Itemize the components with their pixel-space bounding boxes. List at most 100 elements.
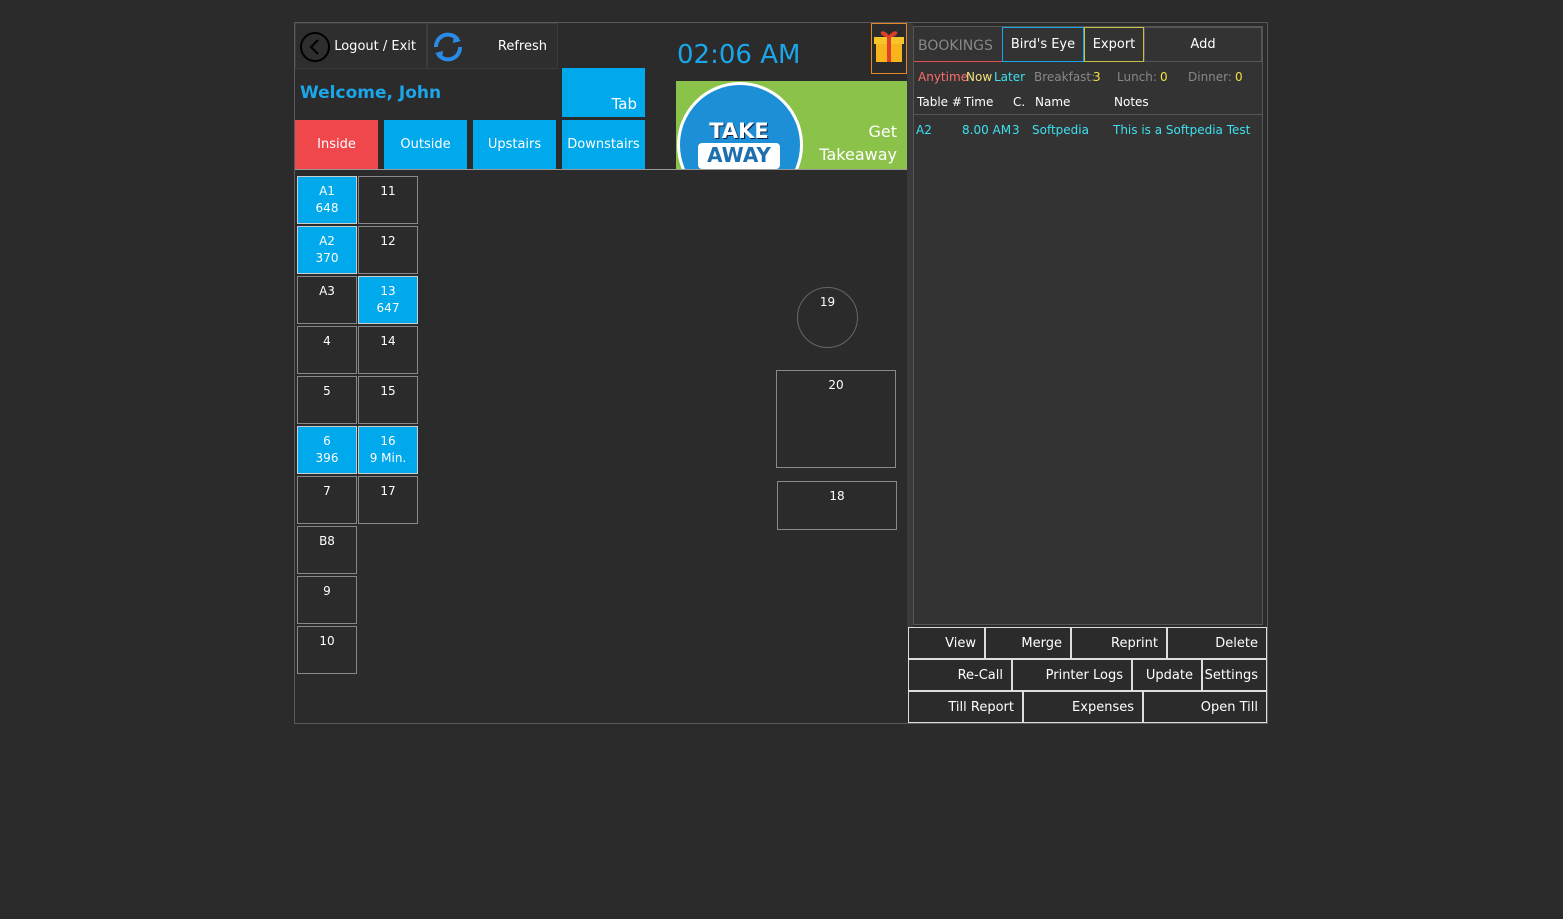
tab-button[interactable]: Tab xyxy=(562,68,645,117)
divider xyxy=(295,169,907,170)
takeaway-button[interactable]: TAKE AWAY Get Takeaway xyxy=(676,81,907,169)
table-detail: 647 xyxy=(376,301,400,315)
area-tab[interactable]: Inside xyxy=(295,120,378,169)
table-detail: 9 Min. xyxy=(369,451,407,465)
refresh-icon xyxy=(433,32,463,62)
area-tab[interactable]: Outside xyxy=(384,120,467,169)
table-detail: 396 xyxy=(315,451,339,465)
meal-label: Dinner: xyxy=(1188,70,1232,84)
table-label: B8 xyxy=(319,534,335,548)
column-header: C. xyxy=(1013,95,1026,109)
meal-count: 0 xyxy=(1160,70,1168,84)
frame xyxy=(294,22,1268,724)
filter[interactable]: Now xyxy=(966,70,993,84)
table[interactable]: 5 xyxy=(297,376,357,424)
meal-label: Lunch: xyxy=(1117,70,1157,84)
bookings-title: BOOKINGS xyxy=(918,38,993,54)
area-tab[interactable]: Upstairs xyxy=(473,120,556,169)
table-label: A1 xyxy=(319,184,335,198)
clock: 02:06 AM xyxy=(677,40,801,70)
table-label: 5 xyxy=(323,384,331,398)
table[interactable]: 15 xyxy=(358,376,418,424)
table-label: 7 xyxy=(323,484,331,498)
booking-cell[interactable]: Softpedia xyxy=(1032,123,1089,137)
table[interactable]: B8 xyxy=(297,526,357,574)
table-label: 17 xyxy=(380,484,396,498)
logout-label: Logout / Exit xyxy=(334,38,416,54)
table-label: 13 xyxy=(380,284,396,298)
table-label: 12 xyxy=(380,234,396,248)
refresh-label: Refresh xyxy=(497,38,547,54)
takeaway-label: Get Takeaway xyxy=(819,122,897,164)
table[interactable]: 13 647 xyxy=(358,276,418,324)
table-label: 10 xyxy=(319,634,335,648)
action-button[interactable]: Delete xyxy=(1167,627,1267,659)
table[interactable]: 18 xyxy=(777,481,897,530)
action-button[interactable]: Printer Logs xyxy=(1012,659,1132,691)
action-button[interactable]: Expenses xyxy=(1023,691,1143,723)
table[interactable]: 16 9 Min. xyxy=(358,426,418,474)
refresh-button[interactable]: Refresh xyxy=(427,23,558,69)
column-header: Name xyxy=(1035,95,1071,109)
table-label: 6 xyxy=(323,434,331,448)
table-label: 19 xyxy=(819,295,836,309)
table-label: A3 xyxy=(319,284,335,298)
area-tab[interactable]: Downstairs xyxy=(562,120,645,169)
table[interactable]: 20 xyxy=(776,370,896,468)
gift-icon xyxy=(874,31,904,62)
splitter xyxy=(907,23,913,627)
action-button[interactable]: Re-Call xyxy=(908,659,1012,691)
table-label: 14 xyxy=(380,334,396,348)
table-detail: 648 xyxy=(315,201,339,215)
table[interactable]: 17 xyxy=(358,476,418,524)
table-label: 9 xyxy=(323,584,331,598)
bookings-header-line xyxy=(914,114,1262,115)
action-button[interactable]: View xyxy=(908,627,985,659)
booking-cell[interactable]: This is a Softpedia Test xyxy=(1113,123,1251,137)
table[interactable]: 4 xyxy=(297,326,357,374)
bookings-button[interactable]: Add xyxy=(1144,27,1262,62)
column-header: Table # xyxy=(917,95,962,109)
filter[interactable]: Later xyxy=(994,70,1026,84)
action-button[interactable]: Open Till xyxy=(1143,691,1267,723)
action-button[interactable]: Till Report xyxy=(908,691,1023,723)
logo-top: TAKE xyxy=(709,119,769,143)
back-icon xyxy=(300,32,330,62)
welcome-text: Welcome, John xyxy=(300,83,442,103)
column-header: Notes xyxy=(1114,95,1149,109)
table-label: A2 xyxy=(319,234,335,248)
table[interactable]: 10 xyxy=(297,626,357,674)
table-label: 20 xyxy=(828,378,844,392)
meal-count: 3 xyxy=(1093,70,1101,84)
gift-button[interactable] xyxy=(871,23,907,74)
action-button[interactable]: Reprint xyxy=(1071,627,1167,659)
table[interactable]: 19 xyxy=(797,287,858,348)
table[interactable]: 6 396 xyxy=(297,426,357,474)
booking-cell[interactable]: 3 xyxy=(1012,123,1020,137)
booking-cell[interactable]: 8.00 AM xyxy=(962,123,1012,137)
table[interactable]: 7 xyxy=(297,476,357,524)
table[interactable]: 9 xyxy=(297,576,357,624)
action-button[interactable]: Update xyxy=(1132,659,1202,691)
filter[interactable]: Anytime xyxy=(918,70,969,84)
table[interactable]: 14 xyxy=(358,326,418,374)
table[interactable]: 12 xyxy=(358,226,418,274)
bookings-panel: BOOKINGS Bird's Eye Export Add Anytime Now La… xyxy=(913,26,1263,625)
bookings-button[interactable]: Export xyxy=(1084,27,1144,62)
table-detail: 370 xyxy=(315,251,339,265)
table[interactable]: 11 xyxy=(358,176,418,224)
table[interactable]: A2 370 xyxy=(297,226,357,274)
action-button[interactable]: Settings xyxy=(1202,659,1267,691)
logout-button[interactable]: Logout / Exit xyxy=(295,23,427,69)
bookings-button[interactable]: Bird's Eye xyxy=(1002,27,1084,62)
table[interactable]: A3 xyxy=(297,276,357,324)
meal-count: 0 xyxy=(1235,70,1243,84)
table-label: 18 xyxy=(829,489,845,503)
booking-cell[interactable]: A2 xyxy=(916,123,932,137)
table-label: 15 xyxy=(380,384,396,398)
meal-label: Breakfast: xyxy=(1034,70,1096,84)
action-button[interactable]: Merge xyxy=(985,627,1071,659)
table[interactable]: A1 648 xyxy=(297,176,357,224)
table-label: 4 xyxy=(323,334,331,348)
